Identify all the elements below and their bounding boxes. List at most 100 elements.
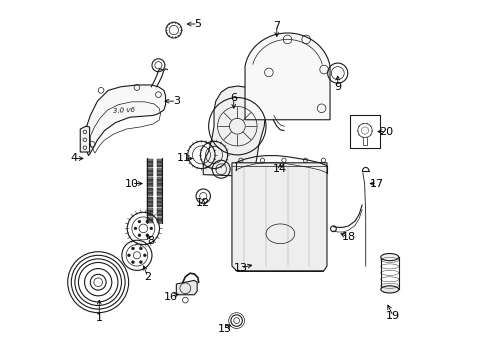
Text: 10: 10 bbox=[124, 179, 138, 189]
Bar bbox=[147, 201, 152, 203]
Bar bbox=[156, 210, 162, 212]
Bar bbox=[147, 185, 152, 188]
Text: 8: 8 bbox=[147, 236, 155, 246]
Bar bbox=[156, 217, 162, 219]
Circle shape bbox=[131, 247, 134, 250]
Bar bbox=[156, 206, 162, 207]
Circle shape bbox=[139, 261, 142, 264]
Bar bbox=[156, 174, 162, 176]
Polygon shape bbox=[203, 86, 265, 176]
Text: 5: 5 bbox=[194, 19, 201, 29]
Bar bbox=[156, 176, 162, 179]
Text: 9: 9 bbox=[333, 82, 341, 92]
Bar bbox=[156, 183, 162, 185]
Circle shape bbox=[127, 254, 130, 257]
Bar bbox=[147, 217, 152, 219]
Bar bbox=[147, 219, 152, 221]
Bar bbox=[147, 203, 152, 205]
Bar bbox=[156, 214, 162, 216]
Bar bbox=[156, 190, 162, 192]
Text: 11: 11 bbox=[176, 153, 190, 163]
Circle shape bbox=[143, 254, 146, 257]
Text: 3.0 v6: 3.0 v6 bbox=[112, 107, 135, 114]
Polygon shape bbox=[244, 33, 329, 120]
Bar bbox=[156, 170, 162, 172]
Text: 1: 1 bbox=[96, 313, 102, 323]
Bar bbox=[156, 192, 162, 194]
Bar bbox=[147, 188, 152, 190]
Polygon shape bbox=[176, 280, 197, 295]
Text: 3: 3 bbox=[173, 96, 180, 106]
Bar bbox=[147, 168, 152, 170]
Text: 2: 2 bbox=[144, 272, 151, 282]
Bar bbox=[156, 197, 162, 199]
Ellipse shape bbox=[380, 253, 398, 261]
Circle shape bbox=[145, 234, 148, 237]
Bar bbox=[147, 183, 152, 185]
Circle shape bbox=[138, 234, 141, 237]
Text: 15: 15 bbox=[217, 324, 231, 334]
Circle shape bbox=[134, 227, 137, 230]
Bar bbox=[156, 179, 162, 181]
Bar bbox=[156, 194, 162, 196]
Bar bbox=[147, 161, 152, 163]
Circle shape bbox=[131, 261, 134, 264]
Bar bbox=[156, 212, 162, 214]
Bar bbox=[156, 201, 162, 203]
Text: 7: 7 bbox=[273, 21, 280, 31]
Circle shape bbox=[145, 220, 148, 223]
Bar bbox=[156, 219, 162, 221]
Bar bbox=[147, 208, 152, 210]
Bar bbox=[147, 192, 152, 194]
Bar bbox=[156, 172, 162, 174]
Bar bbox=[147, 212, 152, 214]
Text: 14: 14 bbox=[273, 164, 287, 174]
Text: 4: 4 bbox=[70, 153, 78, 163]
Bar bbox=[156, 208, 162, 210]
Bar bbox=[156, 163, 162, 165]
Bar bbox=[349, 116, 379, 148]
Text: 17: 17 bbox=[369, 179, 384, 189]
Text: 19: 19 bbox=[386, 311, 400, 321]
Bar bbox=[147, 181, 152, 183]
Bar bbox=[156, 159, 162, 161]
Ellipse shape bbox=[380, 286, 398, 293]
Bar bbox=[156, 199, 162, 201]
Bar bbox=[156, 181, 162, 183]
Text: 18: 18 bbox=[341, 232, 355, 242]
Text: 16: 16 bbox=[163, 292, 178, 302]
Bar bbox=[147, 163, 152, 165]
Bar bbox=[156, 185, 162, 188]
Bar bbox=[147, 170, 152, 172]
Polygon shape bbox=[80, 126, 89, 152]
Circle shape bbox=[138, 220, 141, 223]
Circle shape bbox=[139, 247, 142, 250]
Bar bbox=[147, 197, 152, 199]
Bar bbox=[147, 174, 152, 176]
Bar bbox=[147, 221, 152, 223]
Bar bbox=[156, 188, 162, 190]
Bar bbox=[156, 165, 162, 167]
Bar bbox=[147, 165, 152, 167]
Polygon shape bbox=[85, 85, 165, 156]
Text: 13: 13 bbox=[233, 263, 247, 273]
Bar bbox=[147, 214, 152, 216]
Bar bbox=[147, 190, 152, 192]
Bar bbox=[147, 179, 152, 181]
Bar bbox=[156, 161, 162, 163]
Text: 6: 6 bbox=[230, 93, 237, 103]
Bar bbox=[147, 159, 152, 161]
Bar bbox=[147, 194, 152, 196]
Bar bbox=[147, 172, 152, 174]
Text: 20: 20 bbox=[378, 127, 392, 136]
Circle shape bbox=[149, 227, 152, 230]
Bar bbox=[156, 203, 162, 205]
Bar bbox=[147, 206, 152, 207]
Polygon shape bbox=[231, 163, 326, 271]
Bar bbox=[147, 210, 152, 212]
Bar bbox=[147, 199, 152, 201]
Bar bbox=[147, 176, 152, 179]
Bar bbox=[156, 168, 162, 170]
Text: 12: 12 bbox=[196, 198, 210, 208]
Bar bbox=[156, 221, 162, 223]
